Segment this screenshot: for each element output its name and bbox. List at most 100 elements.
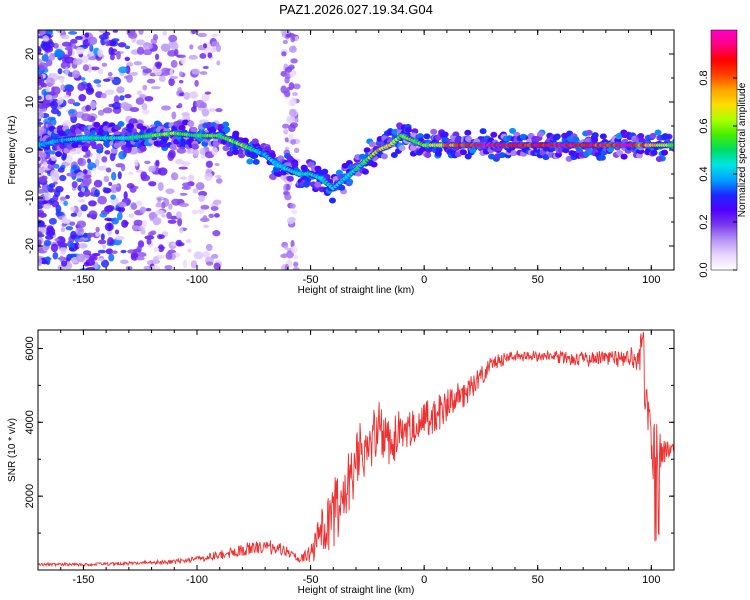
spectrogram-ridge-halo (96, 143, 104, 150)
spectrogram-ridge-halo (117, 121, 125, 128)
spectrogram-speckle (103, 187, 112, 194)
spectrogram-speckle (50, 100, 58, 110)
spectrogram-ridge-halo (459, 149, 467, 156)
spectrogram-speckle (288, 82, 295, 90)
spectrogram-speckle (139, 206, 147, 214)
spectrogram-speckle (90, 100, 97, 110)
spectrogram-speckle (77, 157, 84, 165)
spectrogram-ridge-halo (55, 151, 63, 158)
spectrogram-speckle (118, 150, 126, 160)
spectrogram-speckle (176, 147, 187, 154)
spectrogram-speckle (202, 215, 208, 223)
spectrogram-speckle (140, 174, 151, 182)
spectrogram-speckle (57, 167, 65, 173)
spectrogram-speckle (42, 35, 50, 42)
spectrogram-ridge-halo (452, 131, 460, 138)
spectrogram-speckle (214, 213, 220, 218)
spectrogram-speckle (83, 232, 88, 239)
spectrogram-speckle (97, 165, 108, 171)
spectrogram-speckle (59, 174, 67, 182)
spectrogram-ridge-halo (423, 133, 431, 140)
spectrogram-speckle (104, 89, 115, 95)
spectrogram-ridge-halo (191, 143, 199, 150)
spectrogram-speckle (84, 32, 90, 38)
spectrogram-speckle (48, 183, 56, 188)
spectrogram-speckle (107, 72, 113, 77)
spectrogram-speckle (100, 259, 110, 268)
spectrogram-ridge-halo (110, 147, 118, 154)
spectrogram-speckle (136, 90, 142, 96)
spectrogram-speckle (154, 68, 162, 76)
spectrogram-speckle (113, 95, 120, 104)
spectrogram-speckle (85, 258, 96, 267)
spectrogram-ridge-halo (153, 120, 161, 127)
spectrogram-ridge-halo (328, 197, 336, 204)
spectrogram-ridge-halo (169, 143, 177, 150)
spectrogram-speckle (116, 86, 125, 94)
spectrogram-speckle (93, 179, 103, 188)
spectrogram-speckle (103, 205, 114, 213)
spectrogram-speckle (148, 181, 157, 187)
spectrogram-speckle (294, 117, 299, 123)
spectrogram-speckle (136, 39, 146, 46)
spectrogram-speckle (81, 55, 90, 64)
spectrogram-speckle (103, 175, 110, 183)
spectrogram-speckle (208, 108, 216, 112)
spectrogram-speckle (137, 252, 147, 258)
spectrogram-speckle (170, 41, 179, 51)
spectrogram-speckle (68, 31, 78, 35)
spectrogram-speckle (214, 162, 220, 167)
snr-x-tick-label: -100 (186, 574, 208, 586)
spectrogram-ridge-halo (153, 140, 161, 147)
snr-x-tick-label: -50 (303, 574, 319, 586)
spectrogram-speckle (166, 211, 172, 219)
spectrogram-ridge-halo (252, 158, 260, 165)
spectrogram-speckle (192, 149, 200, 157)
spectrogram-speckle (111, 217, 119, 225)
spectrogram-ridge-halo (509, 127, 517, 134)
spectrogram-speckle (82, 64, 89, 72)
spectrogram-speckle (160, 43, 171, 52)
chart-title: PAZ1.2026.027.19.34.G04 (279, 2, 433, 17)
spectrogram-speckle (286, 217, 295, 225)
spectrogram-ridge-halo (599, 133, 607, 140)
spectrogram-ridge-halo (585, 129, 593, 136)
spectrogram-speckle (155, 159, 160, 167)
spectrogram-speckle (136, 256, 145, 261)
spectrogram-ridge-halo (649, 132, 657, 139)
spectrogram-speckle (205, 261, 214, 266)
spectrogram-speckle (211, 33, 219, 37)
spectrogram-speckle (162, 31, 168, 36)
spectrogram-ridge-halo (286, 175, 294, 182)
spectrogram-speckle (188, 54, 198, 60)
spectrogram-speckle (65, 194, 70, 200)
spectrogram-speckle (51, 86, 61, 95)
spectrogram-speckle (136, 245, 142, 253)
spectrogram-speckle (95, 231, 100, 237)
spectrogram-speckle (83, 174, 92, 179)
spectrogram-speckle (48, 198, 55, 204)
spectrogram-speckle (192, 188, 199, 194)
colorbar-label: Normalized spectral amplitude (737, 82, 748, 217)
spectrogram-speckle (177, 102, 183, 109)
spectrogram-speckle (191, 209, 199, 215)
spectrogram-ridge-halo (226, 150, 234, 157)
spectrogram-speckle (70, 230, 77, 240)
spectrogram-speckle (141, 102, 148, 111)
spectrogram-ridge-halo (490, 131, 498, 138)
spectrogram-speckle (182, 259, 188, 269)
spectrogram-speckle (288, 133, 294, 140)
spectrogram-speckle (191, 68, 200, 75)
spectrogram-speckle (286, 250, 294, 259)
spectrogram-ridge-halo (661, 149, 669, 156)
spectrogram-speckle (38, 156, 41, 162)
spectrogram-speckle (76, 238, 84, 243)
spectrogram-y-tick-label: -20 (24, 238, 36, 254)
spectrogram-ridge-halo (554, 151, 562, 158)
snr-x-tick-label: 0 (421, 574, 427, 586)
spectrogram-speckle (175, 158, 184, 165)
spectrogram-ridge-halo (58, 130, 66, 137)
spectrogram-speckle (111, 38, 120, 42)
spectrogram-speckle (168, 149, 176, 159)
spectrogram-speckle (168, 77, 175, 87)
